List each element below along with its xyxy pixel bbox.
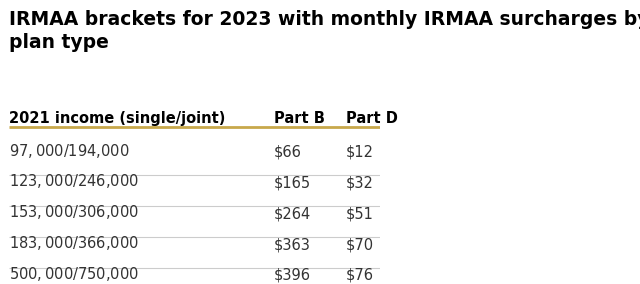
Text: Part D: Part D: [346, 111, 398, 126]
Text: $66: $66: [274, 145, 302, 160]
Text: $396: $396: [274, 268, 311, 283]
Text: $32: $32: [346, 176, 374, 191]
Text: $363: $363: [274, 237, 311, 252]
Text: Part B: Part B: [274, 111, 325, 126]
Text: IRMAA brackets for 2023 with monthly IRMAA surcharges by Medicare
plan type: IRMAA brackets for 2023 with monthly IRM…: [9, 10, 640, 52]
Text: $123,000/$246,000: $123,000/$246,000: [9, 172, 139, 191]
Text: $12: $12: [346, 145, 374, 160]
Text: $51: $51: [346, 206, 374, 221]
Text: $165: $165: [274, 176, 311, 191]
Text: $153,000/$306,000: $153,000/$306,000: [9, 203, 139, 221]
Text: $70: $70: [346, 237, 374, 252]
Text: $183,000/$366,000: $183,000/$366,000: [9, 234, 139, 252]
Text: $76: $76: [346, 268, 374, 283]
Text: $500,000/$750,000: $500,000/$750,000: [9, 265, 139, 283]
Text: $264: $264: [274, 206, 312, 221]
Text: $97,000/$194,000: $97,000/$194,000: [9, 142, 129, 160]
Text: 2021 income (single/joint): 2021 income (single/joint): [9, 111, 225, 126]
